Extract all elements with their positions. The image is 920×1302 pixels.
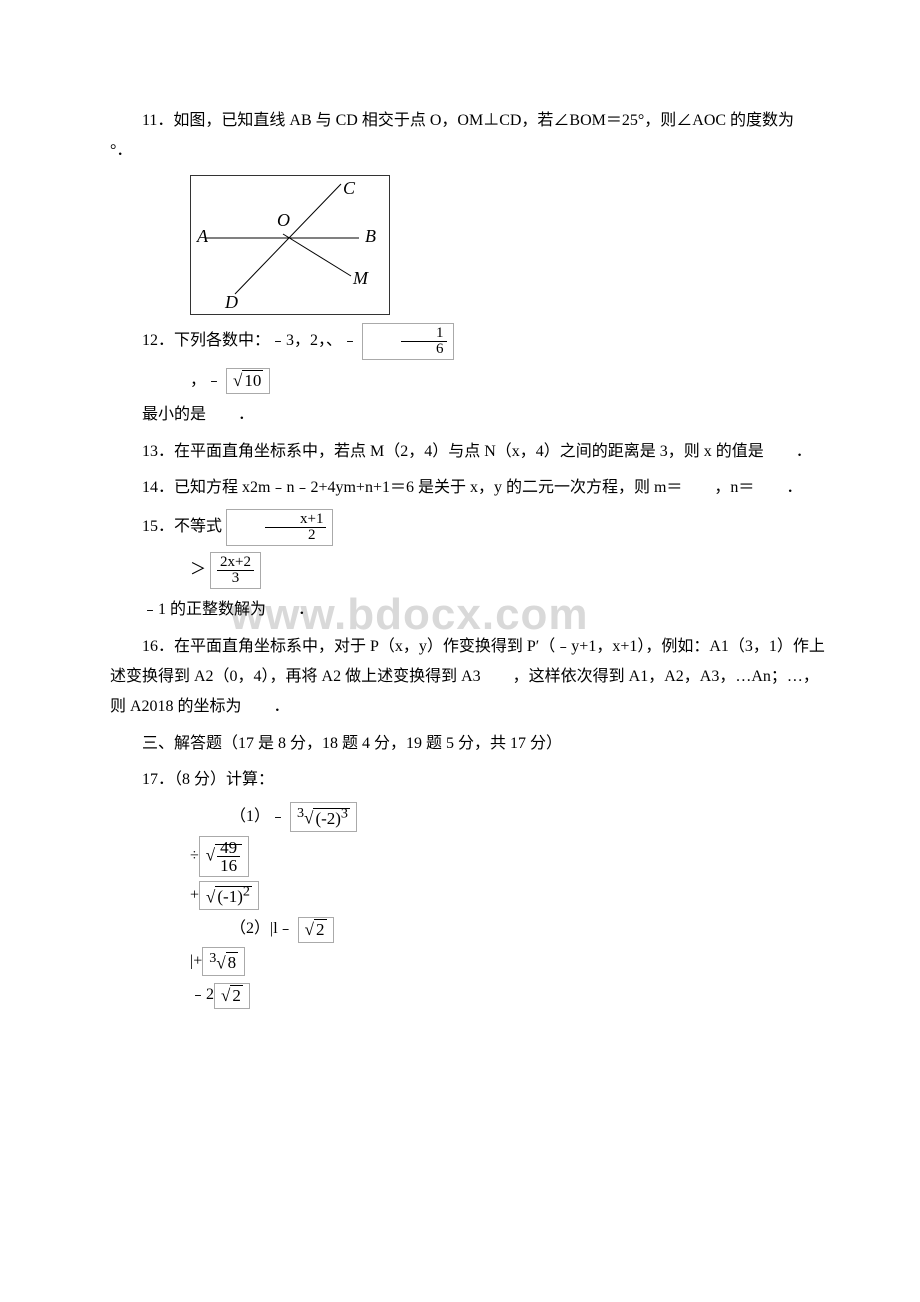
q17-p1b-den: 16 (217, 857, 240, 874)
label-o: O (277, 210, 290, 230)
q17-p2c-prefix: ﹣2 (190, 986, 214, 1003)
q12-line1-prefix: 12．下列各数中：﹣3，2，、﹣ (142, 332, 358, 349)
q17-p2b-icon: 3√8 (202, 947, 245, 977)
q11-text: 11．如图，已知直线 AB 与 CD 相交于点 O，OM⊥CD，若∠BOM＝25… (110, 106, 830, 167)
q17-p1a-exp: 3 (341, 805, 348, 821)
q12-frac-den: 6 (401, 342, 447, 357)
q17-p2b: |+3√8 (190, 947, 830, 977)
q12-line2: ，﹣ √10 (190, 366, 830, 394)
q17-p1c-rad: (-1) (217, 887, 242, 906)
q12-frac-icon: 16 (362, 323, 454, 360)
q15-frac1-num: x+1 (265, 512, 326, 528)
q16-text: 16．在平面直角坐标系中，对于 P（x，y）作变换得到 P′（﹣y+1，x+1）… (110, 632, 830, 723)
q12-sqrt-rad: 10 (242, 370, 263, 390)
label-m: M (352, 268, 369, 288)
label-d: D (224, 292, 238, 312)
q17-p1b-icon: √4916 (199, 836, 249, 877)
q12-line2-prefix: ，﹣ (190, 372, 222, 389)
q13-text: 13．在平面直角坐标系中，若点 M（2，4）与点 N（x，4）之间的距离是 3，… (110, 437, 830, 467)
label-b: B (365, 226, 376, 246)
q17-p1a-icon: 3√(-2)3 (290, 802, 357, 832)
label-c: C (343, 178, 356, 198)
q17-p2b-index: 3 (209, 950, 216, 966)
q17-p2a-rad: 2 (314, 919, 327, 939)
q15-frac1-den: 2 (265, 528, 326, 543)
q12-line1: 12．下列各数中：﹣3，2，、﹣ 16 (110, 323, 830, 360)
q17-p2a-icon: √2 (298, 917, 334, 943)
q17-p1c-exp: 2 (243, 884, 250, 900)
q15-frac2-num: 2x+2 (217, 555, 254, 571)
q12-sqrt-icon: √10 (226, 368, 270, 394)
q14-text: 14．已知方程 x2m﹣n﹣2+4ym+n+1＝6 是关于 x，y 的二元一次方… (110, 473, 830, 503)
q15-gt: ＞ (190, 561, 206, 578)
q17-header: 17．（8 分）计算： (110, 765, 830, 795)
q17-p1c: +√(-1)2 (190, 881, 830, 911)
q15-line2: ＞ 2x+23 (190, 552, 830, 589)
q15-tail: ﹣1 的正整数解为 ． (110, 595, 830, 625)
q17-p2b-rad: 8 (226, 952, 239, 972)
section3-title: 三、解答题（17 是 8 分，18 题 4 分，19 题 5 分，共 17 分） (110, 729, 830, 759)
q17-p1a: （1）﹣ 3√(-2)3 (230, 802, 830, 832)
q17-p1c-op: + (190, 886, 199, 903)
q17-p2c-rad: 2 (230, 985, 243, 1005)
q15-frac2-den: 3 (217, 571, 254, 586)
q17-p1b-op: ÷ (190, 847, 199, 864)
q17-p1a-rad: (-2) (315, 809, 340, 828)
q17-p2b-op: |+ (190, 952, 202, 969)
q15-line1: 15．不等式 x+12 (110, 509, 830, 546)
q17-p1a-index: 3 (297, 805, 304, 821)
q12-frac-num: 1 (401, 326, 447, 342)
q15-prefix: 15．不等式 (142, 518, 222, 535)
q17-p2a: （2）|l﹣ √2 (230, 914, 830, 942)
q17-p1b: ÷√4916 (190, 836, 830, 877)
label-a: A (196, 226, 209, 246)
q12-line3: 最小的是 ． (110, 400, 830, 430)
line-cd (235, 184, 341, 294)
q17-p2c-icon: √2 (214, 983, 250, 1009)
q17-part2-label: （2）|l﹣ (230, 920, 294, 937)
q17-p2c: ﹣2√2 (190, 980, 830, 1008)
q15-frac2-icon: 2x+23 (210, 552, 261, 589)
q17-p1b-num: 49 (217, 839, 240, 857)
q11-diagram: A B O C D M (190, 175, 390, 315)
q15-frac1-icon: x+12 (226, 509, 333, 546)
q17-part1-label: （1）﹣ (230, 808, 286, 825)
q17-p1c-icon: √(-1)2 (199, 881, 259, 911)
line-om (283, 234, 351, 276)
